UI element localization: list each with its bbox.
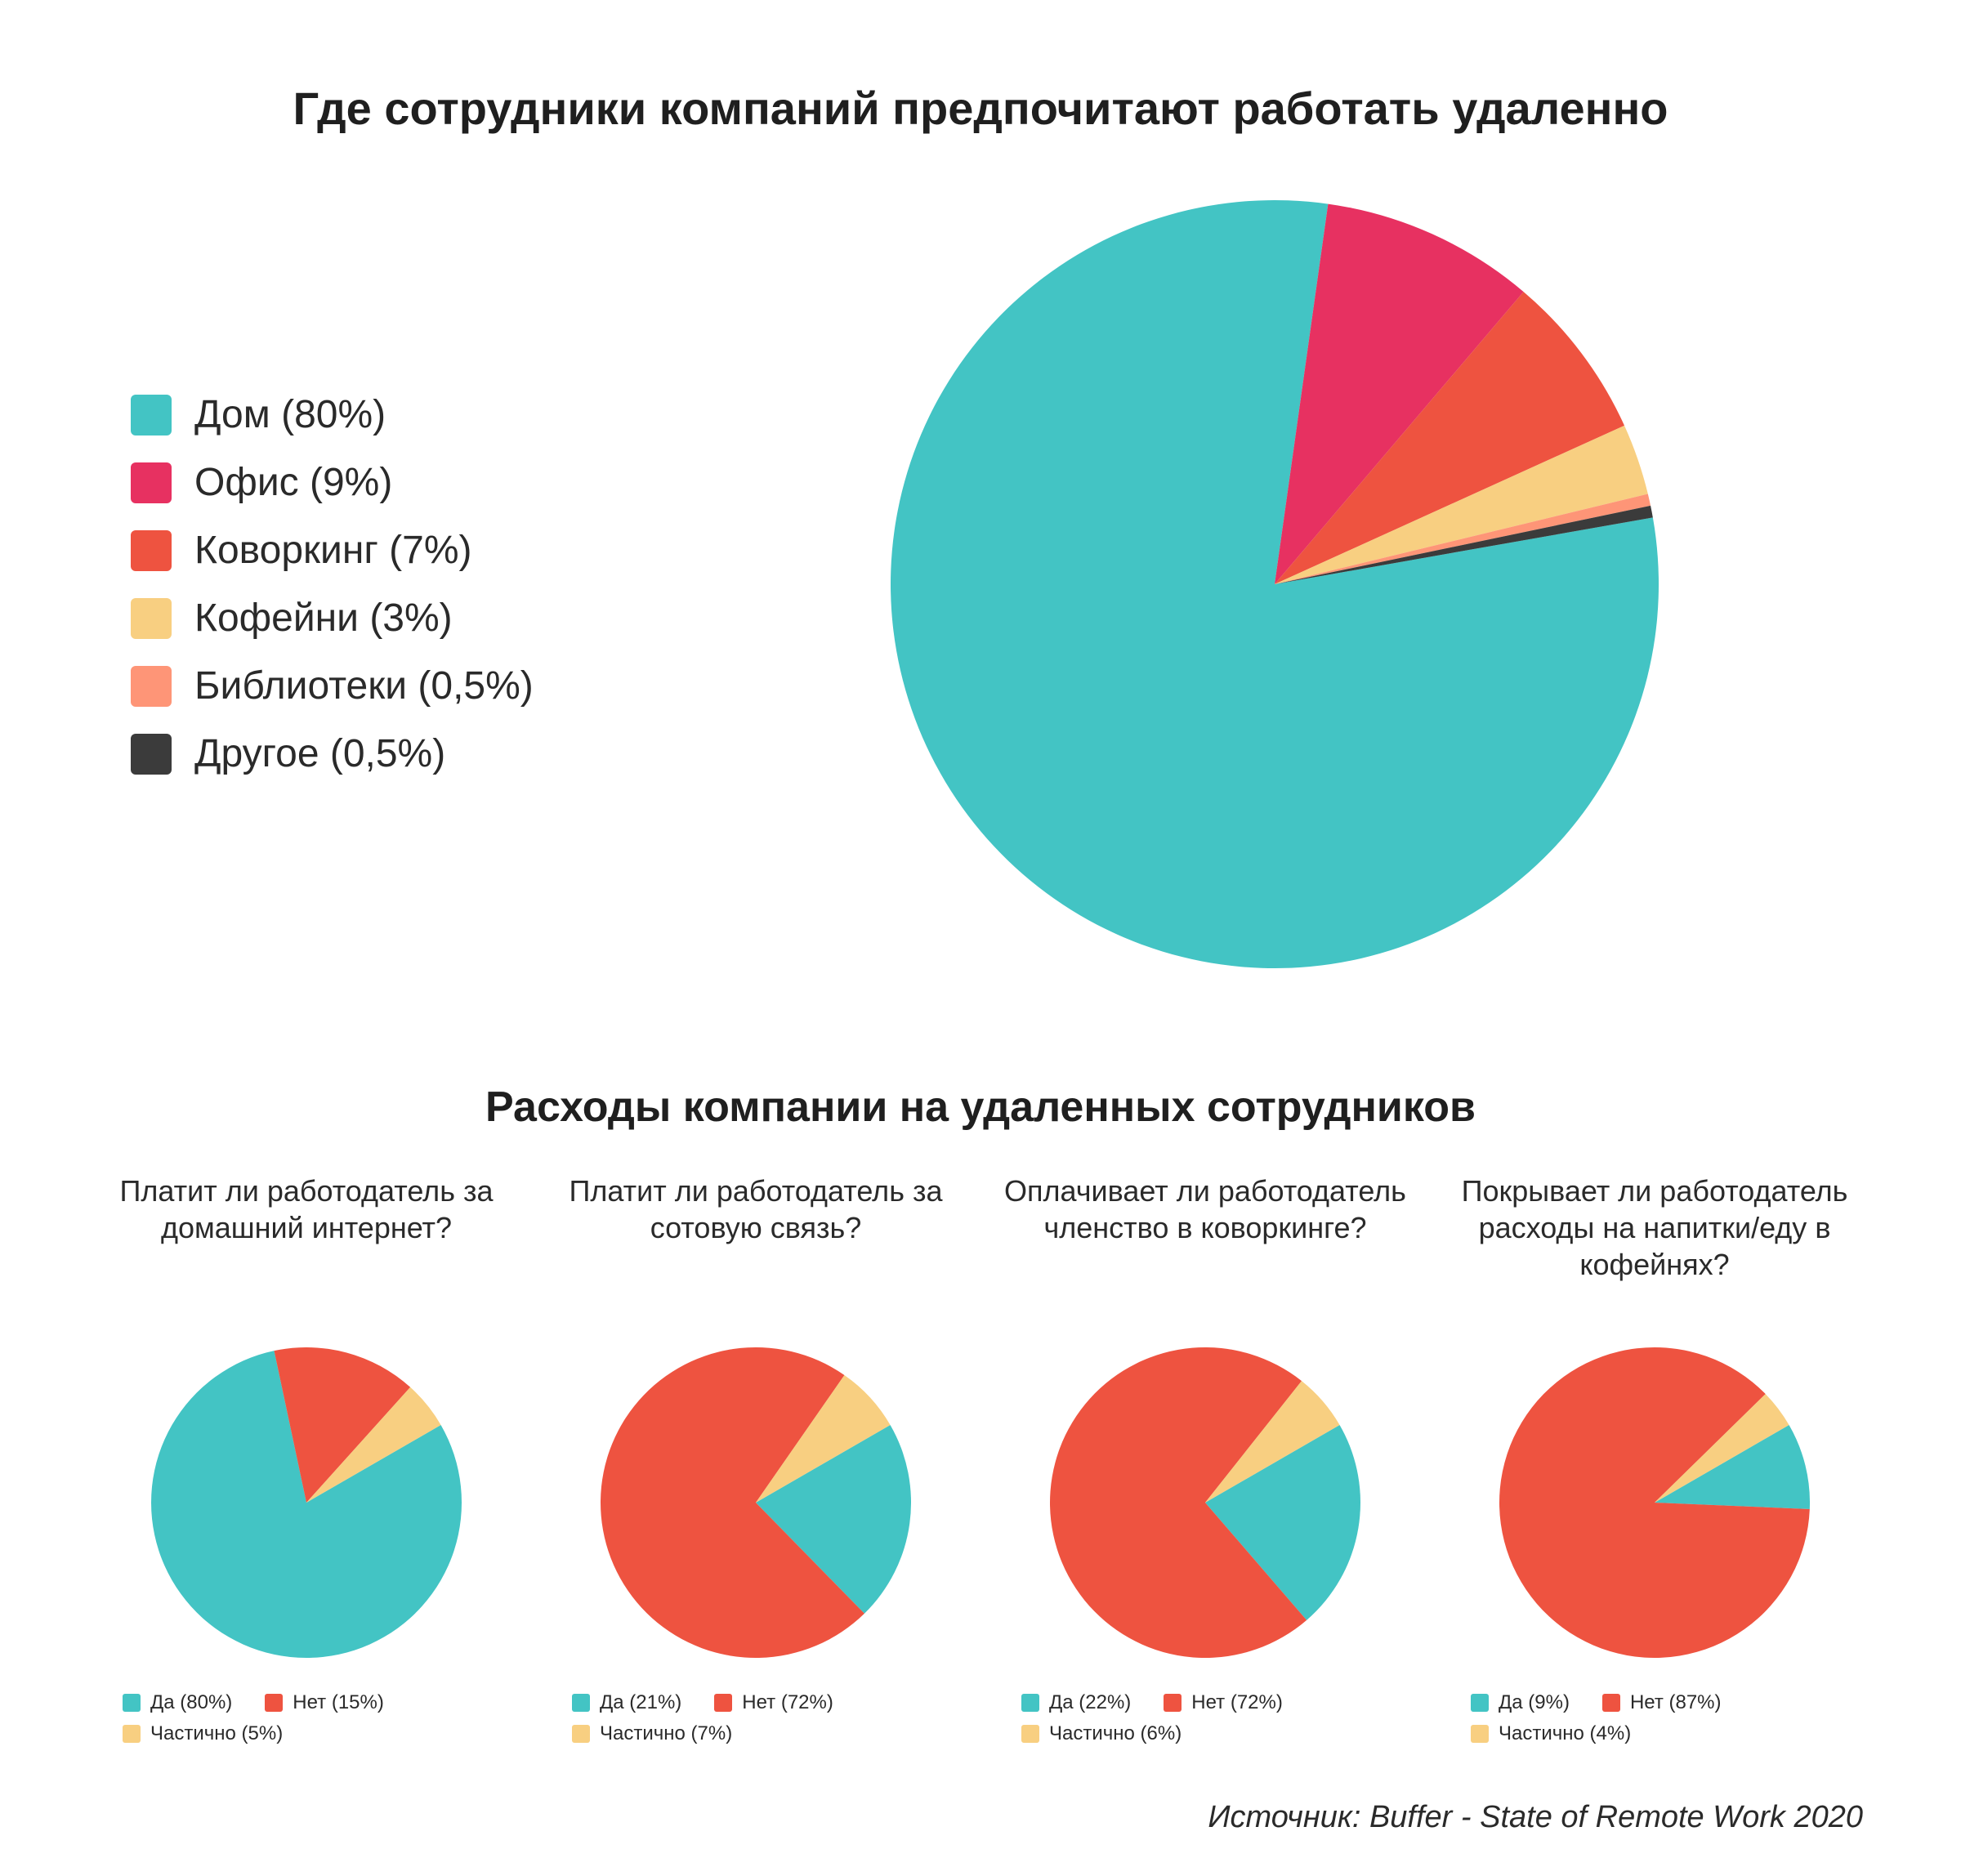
small-chart-legend: Да (80%) Нет (15%) Частично (5%) — [90, 1691, 523, 1745]
legend-swatch — [131, 666, 172, 707]
mini-legend-swatch — [714, 1694, 732, 1712]
small-pie-chart — [151, 1347, 462, 1658]
small-charts-row: Платит ли работодатель за домашний интер… — [82, 1172, 1879, 1745]
mini-legend-item: Частично (4%) — [1471, 1722, 1631, 1745]
mini-legend-item: Да (9%) — [1471, 1691, 1570, 1714]
sub-title: Расходы компании на удаленных сотруднико… — [82, 1083, 1879, 1132]
mini-legend-row: Да (21%) Нет (72%) — [572, 1691, 972, 1714]
mini-legend-swatch — [123, 1725, 141, 1743]
top-section: Дом (80%) Офис (9%) Коворкинг (7%) Кофейни … — [82, 200, 1879, 968]
mini-legend-swatch — [1021, 1694, 1039, 1712]
mini-legend-item: Да (21%) — [572, 1691, 681, 1714]
mini-legend-swatch — [1164, 1694, 1182, 1712]
legend-label: Другое (0,5%) — [194, 731, 445, 776]
legend-label: Коворкинг (7%) — [194, 528, 472, 573]
legend-swatch — [131, 734, 172, 775]
small-pie-chart — [1050, 1347, 1360, 1658]
mini-legend-swatch — [123, 1694, 141, 1712]
small-chart-legend: Да (22%) Нет (72%) Частично (6%) — [989, 1691, 1422, 1745]
small-chart-legend: Да (21%) Нет (72%) Частично (7%) — [539, 1691, 972, 1745]
small-chart-cell: Покрывает ли работодатель расходы на нап… — [1438, 1172, 1871, 1745]
mini-legend-item: Нет (87%) — [1602, 1691, 1722, 1714]
mini-legend-label: Нет (72%) — [742, 1691, 833, 1714]
legend-item: Библиотеки (0,5%) — [131, 663, 637, 708]
mini-legend-label: Да (80%) — [150, 1691, 232, 1714]
main-pie-chart — [891, 200, 1659, 968]
mini-legend-swatch — [572, 1725, 590, 1743]
legend-label: Дом (80%) — [194, 392, 386, 437]
mini-legend-swatch — [1021, 1725, 1039, 1743]
small-chart-cell: Платит ли работодатель за сотовую связь?… — [539, 1172, 972, 1745]
legend-label: Кофейни (3%) — [194, 596, 453, 641]
small-chart-question: Платит ли работодатель за сотовую связь? — [539, 1172, 972, 1344]
small-chart-cell: Платит ли работодатель за домашний интер… — [90, 1172, 523, 1745]
mini-legend-swatch — [572, 1694, 590, 1712]
small-chart-question: Оплачивает ли работодатель членство в ко… — [989, 1172, 1422, 1344]
mini-legend-row: Частично (6%) — [1021, 1722, 1422, 1745]
legend-label: Библиотеки (0,5%) — [194, 663, 534, 708]
mini-legend-item: Нет (15%) — [265, 1691, 384, 1714]
mini-legend-swatch — [1471, 1694, 1489, 1712]
mini-legend-swatch — [1471, 1725, 1489, 1743]
mini-legend-label: Частично (5%) — [150, 1722, 283, 1745]
mini-legend-label: Частично (4%) — [1499, 1722, 1631, 1745]
source-citation: Источник: Buffer - State of Remote Work … — [1208, 1800, 1863, 1835]
mini-legend-label: Нет (15%) — [293, 1691, 384, 1714]
mini-legend-label: Нет (87%) — [1630, 1691, 1722, 1714]
mini-legend-item: Да (80%) — [123, 1691, 232, 1714]
main-title: Где сотрудники компаний предпочитают раб… — [82, 82, 1879, 135]
mini-legend-item: Нет (72%) — [714, 1691, 833, 1714]
legend-item: Другое (0,5%) — [131, 731, 637, 776]
mini-legend-item: Да (22%) — [1021, 1691, 1131, 1714]
legend-swatch — [131, 395, 172, 436]
mini-legend-item: Нет (72%) — [1164, 1691, 1283, 1714]
mini-legend-item: Частично (6%) — [1021, 1722, 1182, 1745]
mini-legend-swatch — [1602, 1694, 1620, 1712]
mini-legend-label: Частично (6%) — [1049, 1722, 1182, 1745]
mini-legend-row: Да (22%) Нет (72%) — [1021, 1691, 1422, 1714]
small-chart-cell: Оплачивает ли работодатель членство в ко… — [989, 1172, 1422, 1745]
infographic-page: Где сотрудники компаний предпочитают раб… — [0, 0, 1961, 1876]
mini-legend-label: Да (9%) — [1499, 1691, 1570, 1714]
legend-item: Офис (9%) — [131, 460, 637, 505]
mini-legend-label: Да (22%) — [1049, 1691, 1131, 1714]
mini-legend-label: Да (21%) — [600, 1691, 681, 1714]
mini-legend-row: Частично (4%) — [1471, 1722, 1871, 1745]
legend-swatch — [131, 598, 172, 639]
small-pie-container — [1050, 1347, 1360, 1662]
mini-legend-swatch — [265, 1694, 283, 1712]
mini-legend-item: Частично (5%) — [123, 1722, 283, 1745]
small-pie-container — [151, 1347, 462, 1662]
mini-legend-row: Да (80%) Нет (15%) — [123, 1691, 523, 1714]
legend-item: Коворкинг (7%) — [131, 528, 637, 573]
mini-legend-item: Частично (7%) — [572, 1722, 732, 1745]
mini-legend-row: Частично (5%) — [123, 1722, 523, 1745]
legend-item: Дом (80%) — [131, 392, 637, 437]
small-chart-legend: Да (9%) Нет (87%) Частично (4%) — [1438, 1691, 1871, 1745]
mini-legend-row: Частично (7%) — [572, 1722, 972, 1745]
small-pie-container — [601, 1347, 911, 1662]
legend-item: Кофейни (3%) — [131, 596, 637, 641]
small-pie-chart — [601, 1347, 911, 1658]
legend-swatch — [131, 462, 172, 503]
legend-label: Офис (9%) — [194, 460, 392, 505]
small-pie-chart — [1499, 1347, 1810, 1658]
main-pie-legend: Дом (80%) Офис (9%) Коворкинг (7%) Кофейни … — [131, 392, 637, 776]
mini-legend-row: Да (9%) Нет (87%) — [1471, 1691, 1871, 1714]
mini-legend-label: Частично (7%) — [600, 1722, 732, 1745]
small-chart-question: Покрывает ли работодатель расходы на нап… — [1438, 1172, 1871, 1344]
mini-legend-label: Нет (72%) — [1191, 1691, 1283, 1714]
small-chart-question: Платит ли работодатель за домашний интер… — [90, 1172, 523, 1344]
main-pie-container — [670, 200, 1879, 968]
small-pie-container — [1499, 1347, 1810, 1662]
legend-swatch — [131, 530, 172, 571]
